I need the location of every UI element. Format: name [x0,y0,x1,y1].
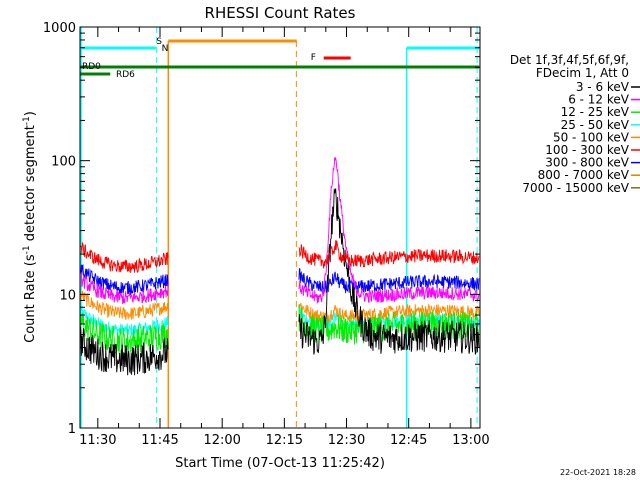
flag-label-rd0: RD0 [82,62,101,72]
y-label-sup-1: -1 [22,245,32,254]
y-label-part-3: ) [23,111,38,116]
series-line [79,290,169,320]
y-tick-label: 1000 [43,21,76,36]
series-line [80,271,169,305]
x-axis-label: Start Time (07-Oct-13 11:25:42) [175,456,385,471]
y-label-part-2: detector segment [23,125,38,245]
legend-label: 100 - 300 keV [545,143,629,157]
series-line [298,268,480,294]
legend-label: 12 - 25 keV [561,105,630,119]
series-line [298,156,480,304]
footer-timestamp: 22-Oct-2021 18:28 [560,468,636,477]
plot-frame [79,26,481,429]
x-tick-label: 12:00 [203,433,240,448]
flag-label-rd6: RD6 [116,70,135,80]
legend-label: 3 - 6 keV [576,80,630,94]
legend-header-line-1: Det 1f,3f,4f,5f,6f,9f, [510,53,629,67]
series-line [79,326,169,376]
y-label-part-1: Count Rate (s [23,254,38,343]
x-tick-label: 12:15 [266,433,303,448]
axes-layer: 11:30 11:45 12:00 12:15 12:30 12:45 13:00 1 10 10… [43,21,490,448]
series-line [298,304,480,345]
y-tick-label: 100 [51,155,76,170]
y-axis-label: Count Rate (s-1 detector segment-1) [22,111,38,343]
x-tick-label: 11:30 [79,433,116,448]
x-tick-label: 11:45 [141,433,178,448]
flag-label-s: S [156,37,162,47]
legend-label: 25 - 50 keV [561,118,630,132]
x-tick-label: 13:00 [452,433,489,448]
legend-label: 300 - 800 keV [545,156,629,170]
series-line [79,312,169,356]
series-line [79,263,169,296]
flag-label-f: F [311,53,316,63]
legend: Det 1f,3f,4f,5f,6f,9f, FDecim 1, Att 0 3… [510,53,640,195]
series-line [80,241,169,274]
legend-label: 7000 - 15000 keV [522,181,629,195]
y-tick-label: 1 [68,422,76,437]
series-layer [79,156,480,376]
series-line [79,305,169,338]
series-line [298,240,480,269]
x-tick-label: 12:30 [328,433,365,448]
legend-header-line-2: FDecim 1, Att 0 [536,66,629,80]
y-label-sup-2: -1 [22,116,32,125]
y-tick-label: 10 [59,288,76,303]
legend-label: 800 - 7000 keV [538,168,630,182]
x-tick-label: 12:45 [390,433,427,448]
flag-layer: NS F RD0 RD6 [80,27,480,428]
flag-label-n: N [162,44,169,54]
series-line [298,188,480,355]
legend-label: 50 - 100 keV [553,130,630,144]
legend-label: 6 - 12 keV [568,93,630,107]
chart-title: RHESSI Count Rates [205,4,356,22]
